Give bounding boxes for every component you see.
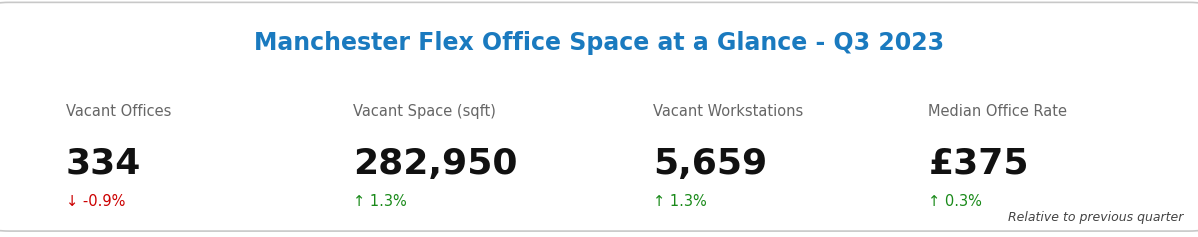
Text: ↑ 0.3%: ↑ 0.3%	[928, 194, 982, 209]
Text: Relative to previous quarter: Relative to previous quarter	[1009, 211, 1184, 224]
Text: Vacant Space (sqft): Vacant Space (sqft)	[353, 104, 496, 119]
Text: Median Office Rate: Median Office Rate	[928, 104, 1067, 119]
Text: 334: 334	[66, 147, 141, 181]
Text: 5,659: 5,659	[653, 147, 767, 181]
Text: Vacant Offices: Vacant Offices	[66, 104, 171, 119]
Text: Vacant Workstations: Vacant Workstations	[653, 104, 803, 119]
Text: ↑ 1.3%: ↑ 1.3%	[653, 194, 707, 209]
Text: ↓ -0.9%: ↓ -0.9%	[66, 194, 126, 209]
FancyBboxPatch shape	[0, 2, 1198, 231]
Text: £375: £375	[928, 147, 1029, 181]
Text: ↑ 1.3%: ↑ 1.3%	[353, 194, 407, 209]
Text: Manchester Flex Office Space at a Glance - Q3 2023: Manchester Flex Office Space at a Glance…	[254, 31, 944, 55]
Text: 282,950: 282,950	[353, 147, 518, 181]
